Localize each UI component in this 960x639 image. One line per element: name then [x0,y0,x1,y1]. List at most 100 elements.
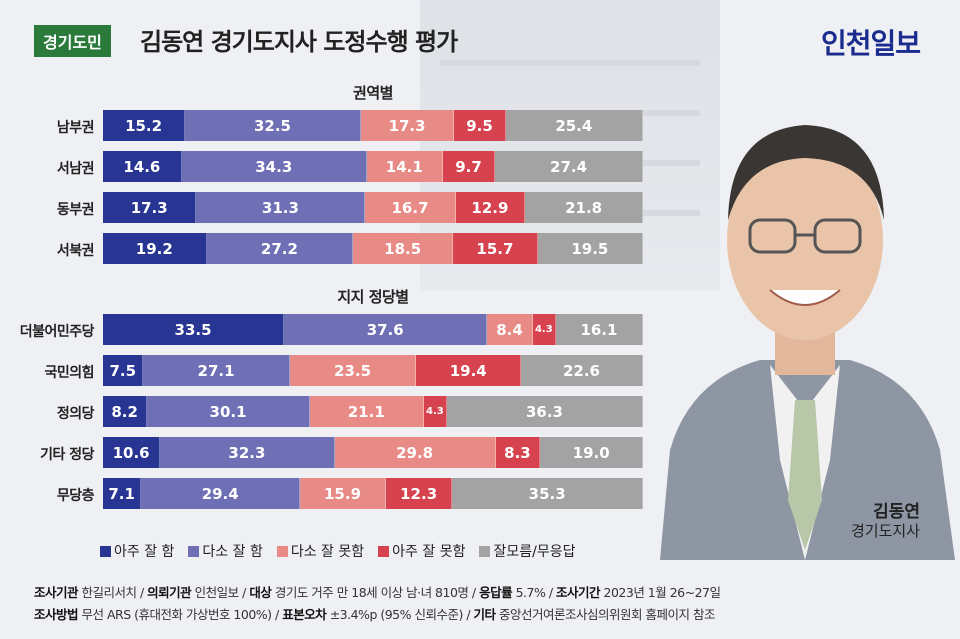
category-label: 동부권 [56,202,95,218]
bar-segment: 32.3 [160,437,335,468]
footer-value: ±3.4%p (95% 신뢰수준) [326,607,464,622]
bar-segment: 9.5 [454,110,506,141]
bar-row: 33.5 37.6 8.4 4.3 16.1 [103,314,643,345]
bar-segment: 29.8 [334,437,496,468]
category-label: 서북권 [56,243,95,259]
footer-value: 5.7% [512,585,546,600]
category-label: 무당층 [56,488,95,504]
bar-segment: 19.0 [540,437,643,468]
bar-segment: 14.1 [366,151,443,182]
legend-swatch [479,545,491,557]
bar-segment: 7.1 [103,478,142,509]
chart-title: 지지 정당별 [337,288,409,306]
bar-segment: 17.3 [360,110,455,141]
bar-segment: 18.5 [353,233,454,264]
bar-row: 7.5 27.1 23.5 19.4 22.6 [103,355,643,386]
footer-key: 기타 [473,607,497,622]
bar-segment: 16.1 [555,314,643,345]
bar-segment: 32.5 [185,110,361,141]
category-label: 기타 정당 [40,447,94,463]
legend-label: 아주 잘 함 [114,544,175,560]
footer-key: 응답률 [479,585,513,600]
footer-key: 표본오차 [282,607,327,622]
legend-item: 다소 잘 함 [188,541,263,561]
bar-segment: 15.9 [300,478,386,509]
bar-row: 19.2 27.2 18.5 15.7 19.5 [103,233,643,264]
footer-value: 중앙선거여론조사심의위원회 홈페이지 참조 [495,607,715,622]
bar-segment: 8.3 [495,437,541,468]
bar-segment: 17.3 [103,192,197,223]
category-label: 남부권 [56,120,95,136]
bar-row: 8.2 30.1 21.1 4.3 36.3 [103,396,643,427]
legend-item: 잘모름/무응답 [479,541,575,561]
chart-title: 권역별 [353,84,393,102]
footer-value: 인천일보 [191,585,240,600]
bar-segment: 12.3 [385,478,453,509]
footer-value: 경기도 거주 만 18세 이상 남·녀 810명 [271,585,469,600]
category-label: 더불어민주당 [19,324,95,340]
bar-row: 10.6 32.3 29.8 8.3 19.0 [103,437,643,468]
bar-segment: 23.5 [289,355,417,386]
bar-segment: 21.8 [525,192,643,223]
legend-label: 아주 잘 못함 [392,544,466,560]
legend: 아주 잘 함 다소 잘 함 다소 잘 못함 아주 잘 못함 잘모름/무응답 [100,541,575,561]
bar-segment: 19.5 [537,233,643,264]
governor-portrait [660,125,955,560]
footer-key: 조사방법 [34,607,79,622]
category-label: 국민의힘 [44,365,94,381]
bar-segment: 36.3 [446,396,643,427]
bar-segment: 7.5 [103,355,144,386]
bar-row: 15.2 32.5 17.3 9.5 25.4 [103,110,643,141]
bar-row: 7.1 29.4 15.9 12.3 35.3 [103,478,643,509]
region-badge: 경기도민 [34,25,111,57]
bar-segment: 25.4 [505,110,643,141]
legend-item: 다소 잘 못함 [276,541,365,561]
bar-segment: 10.6 [103,437,161,468]
page-title: 김동연 경기도지사 도정수행 평가 [140,28,458,56]
bar-segment: 15.7 [453,233,538,264]
bar-segment: 15.2 [103,110,186,141]
bar-segment: 27.1 [143,355,290,386]
bar-segment: 19.2 [103,233,207,264]
bar-segment: 16.7 [365,192,456,223]
footer-key: 조사기간 [556,585,601,600]
legend-swatch [188,545,200,557]
legend-label: 다소 잘 못함 [290,544,365,560]
bar-segment: 37.6 [284,314,488,345]
legend-swatch [276,545,288,557]
footer-line-1: 조사기관 한길리서치 / 의뢰기관 인천일보 / 대상 경기도 거주 만 18세… [34,585,722,600]
bar-segment: 21.1 [309,396,424,427]
bar-row: 17.3 31.3 16.7 12.9 21.8 [103,192,643,223]
person-title: 경기도지사 [850,522,920,540]
bar-segment: 4.3 [423,396,447,427]
footer-key: 대상 [249,585,272,600]
bar-segment: 19.4 [416,355,522,386]
footer-line-2: 조사방법 무선 ARS (휴대전화 가상번호 100%) / 표본오차 ±3.4… [34,607,715,622]
legend-swatch [378,545,390,557]
footer-value: 무선 ARS (휴대전화 가상번호 100%) [78,607,272,622]
bar-segment: 34.3 [181,151,367,182]
footer-key: 의뢰기관 [147,585,192,600]
category-label: 서남권 [56,161,95,177]
bar-segment: 12.9 [455,192,526,223]
footer-value: 2023년 1월 26~27일 [600,585,722,600]
bar-segment: 27.2 [206,233,354,264]
bar-segment: 14.6 [103,151,182,182]
bar-segment: 8.2 [103,396,148,427]
legend-label: 잘모름/무응답 [493,544,576,560]
bar-segment: 29.4 [141,478,301,509]
bar-segment: 4.3 [532,314,556,345]
bar-segment: 35.3 [452,478,643,509]
bar-segment: 31.3 [196,192,366,223]
person-name: 김동연 [873,502,920,522]
legend-label: 다소 잘 함 [202,544,263,560]
legend-item: 아주 잘 못함 [378,541,465,561]
bar-segment: 27.4 [495,151,643,182]
bar-segment: 9.7 [442,151,496,182]
category-label: 정의당 [56,406,95,422]
footer-key: 조사기관 [34,585,79,600]
bar-row: 14.6 34.3 14.1 9.7 27.4 [103,151,643,182]
bar-segment: 30.1 [147,396,310,427]
legend-item: 아주 잘 함 [100,541,174,561]
footer-value: 한길리서치 [78,585,137,600]
